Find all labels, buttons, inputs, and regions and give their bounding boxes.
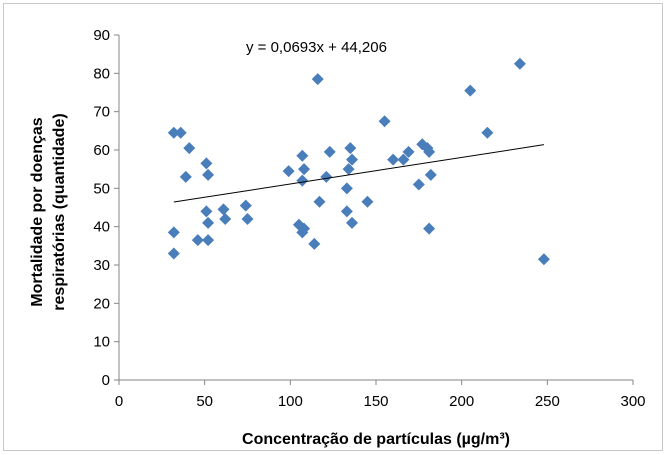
x-tick-label: 250 bbox=[535, 393, 560, 410]
data-point bbox=[320, 171, 332, 183]
data-point bbox=[219, 213, 231, 225]
y-tick-label: 30 bbox=[93, 257, 110, 274]
y-tick-label: 0 bbox=[102, 372, 110, 389]
data-point bbox=[341, 205, 353, 217]
data-point bbox=[423, 223, 435, 235]
data-points bbox=[168, 58, 550, 266]
y-axis-title-line-1: Mortalidade por doenças bbox=[29, 117, 46, 306]
x-axis-ticks: 0 50 100 150 200 250 300 bbox=[115, 380, 646, 410]
data-point bbox=[296, 175, 308, 187]
data-point bbox=[200, 157, 212, 169]
y-tick-label: 40 bbox=[93, 219, 110, 236]
data-point bbox=[346, 217, 358, 229]
data-point bbox=[425, 169, 437, 181]
y-tick-label: 10 bbox=[93, 334, 110, 351]
data-point bbox=[202, 169, 214, 181]
y-axis-title-line-2: respiratórias (quantidade) bbox=[51, 113, 68, 310]
data-point bbox=[200, 205, 212, 217]
x-tick-label: 100 bbox=[278, 393, 303, 410]
data-point bbox=[341, 182, 353, 194]
y-axis-ticks: 0 10 20 30 40 50 60 70 80 90 bbox=[93, 27, 119, 389]
data-point bbox=[183, 142, 195, 154]
data-point bbox=[180, 171, 192, 183]
data-point bbox=[361, 196, 373, 208]
y-tick-label: 60 bbox=[93, 142, 110, 159]
data-point bbox=[324, 146, 336, 158]
data-point bbox=[413, 179, 425, 191]
y-tick-label: 70 bbox=[93, 104, 110, 121]
data-point bbox=[308, 238, 320, 250]
data-point bbox=[192, 234, 204, 246]
y-tick-label: 50 bbox=[93, 180, 110, 197]
data-point bbox=[464, 85, 476, 97]
data-point bbox=[538, 253, 550, 265]
chart-frame: 0 10 20 30 40 50 60 70 80 90 0 50 100 150 200 250 300 y… bbox=[3, 3, 663, 451]
data-point bbox=[387, 154, 399, 166]
y-tick-label: 20 bbox=[93, 295, 110, 312]
x-tick-label: 0 bbox=[115, 393, 123, 410]
data-point bbox=[168, 226, 180, 238]
x-tick-label: 200 bbox=[449, 393, 474, 410]
data-point bbox=[175, 127, 187, 139]
data-point bbox=[343, 163, 355, 175]
data-point bbox=[240, 200, 252, 212]
data-point bbox=[514, 58, 526, 70]
data-point bbox=[298, 163, 310, 175]
x-tick-label: 300 bbox=[620, 393, 645, 410]
data-point bbox=[296, 150, 308, 162]
data-point bbox=[202, 217, 214, 229]
data-point bbox=[242, 213, 254, 225]
data-point bbox=[312, 73, 324, 85]
data-point bbox=[346, 154, 358, 166]
data-point bbox=[218, 203, 230, 215]
data-point bbox=[379, 115, 391, 127]
x-axis-title: Concentração de partículas (µg/m³) bbox=[242, 431, 510, 448]
y-tick-label: 80 bbox=[93, 65, 110, 82]
data-point bbox=[313, 196, 325, 208]
y-tick-label: 90 bbox=[93, 27, 110, 44]
data-point bbox=[481, 127, 493, 139]
data-point bbox=[344, 142, 356, 154]
data-point bbox=[202, 234, 214, 246]
x-tick-label: 150 bbox=[363, 393, 388, 410]
trendline bbox=[174, 145, 544, 202]
scatter-chart: 0 10 20 30 40 50 60 70 80 90 0 50 100 150 200 250 300 y… bbox=[4, 4, 664, 452]
x-tick-label: 50 bbox=[196, 393, 213, 410]
trendline-equation: y = 0,0693x + 44,206 bbox=[246, 39, 387, 56]
data-point bbox=[283, 165, 295, 177]
data-point bbox=[168, 248, 180, 260]
